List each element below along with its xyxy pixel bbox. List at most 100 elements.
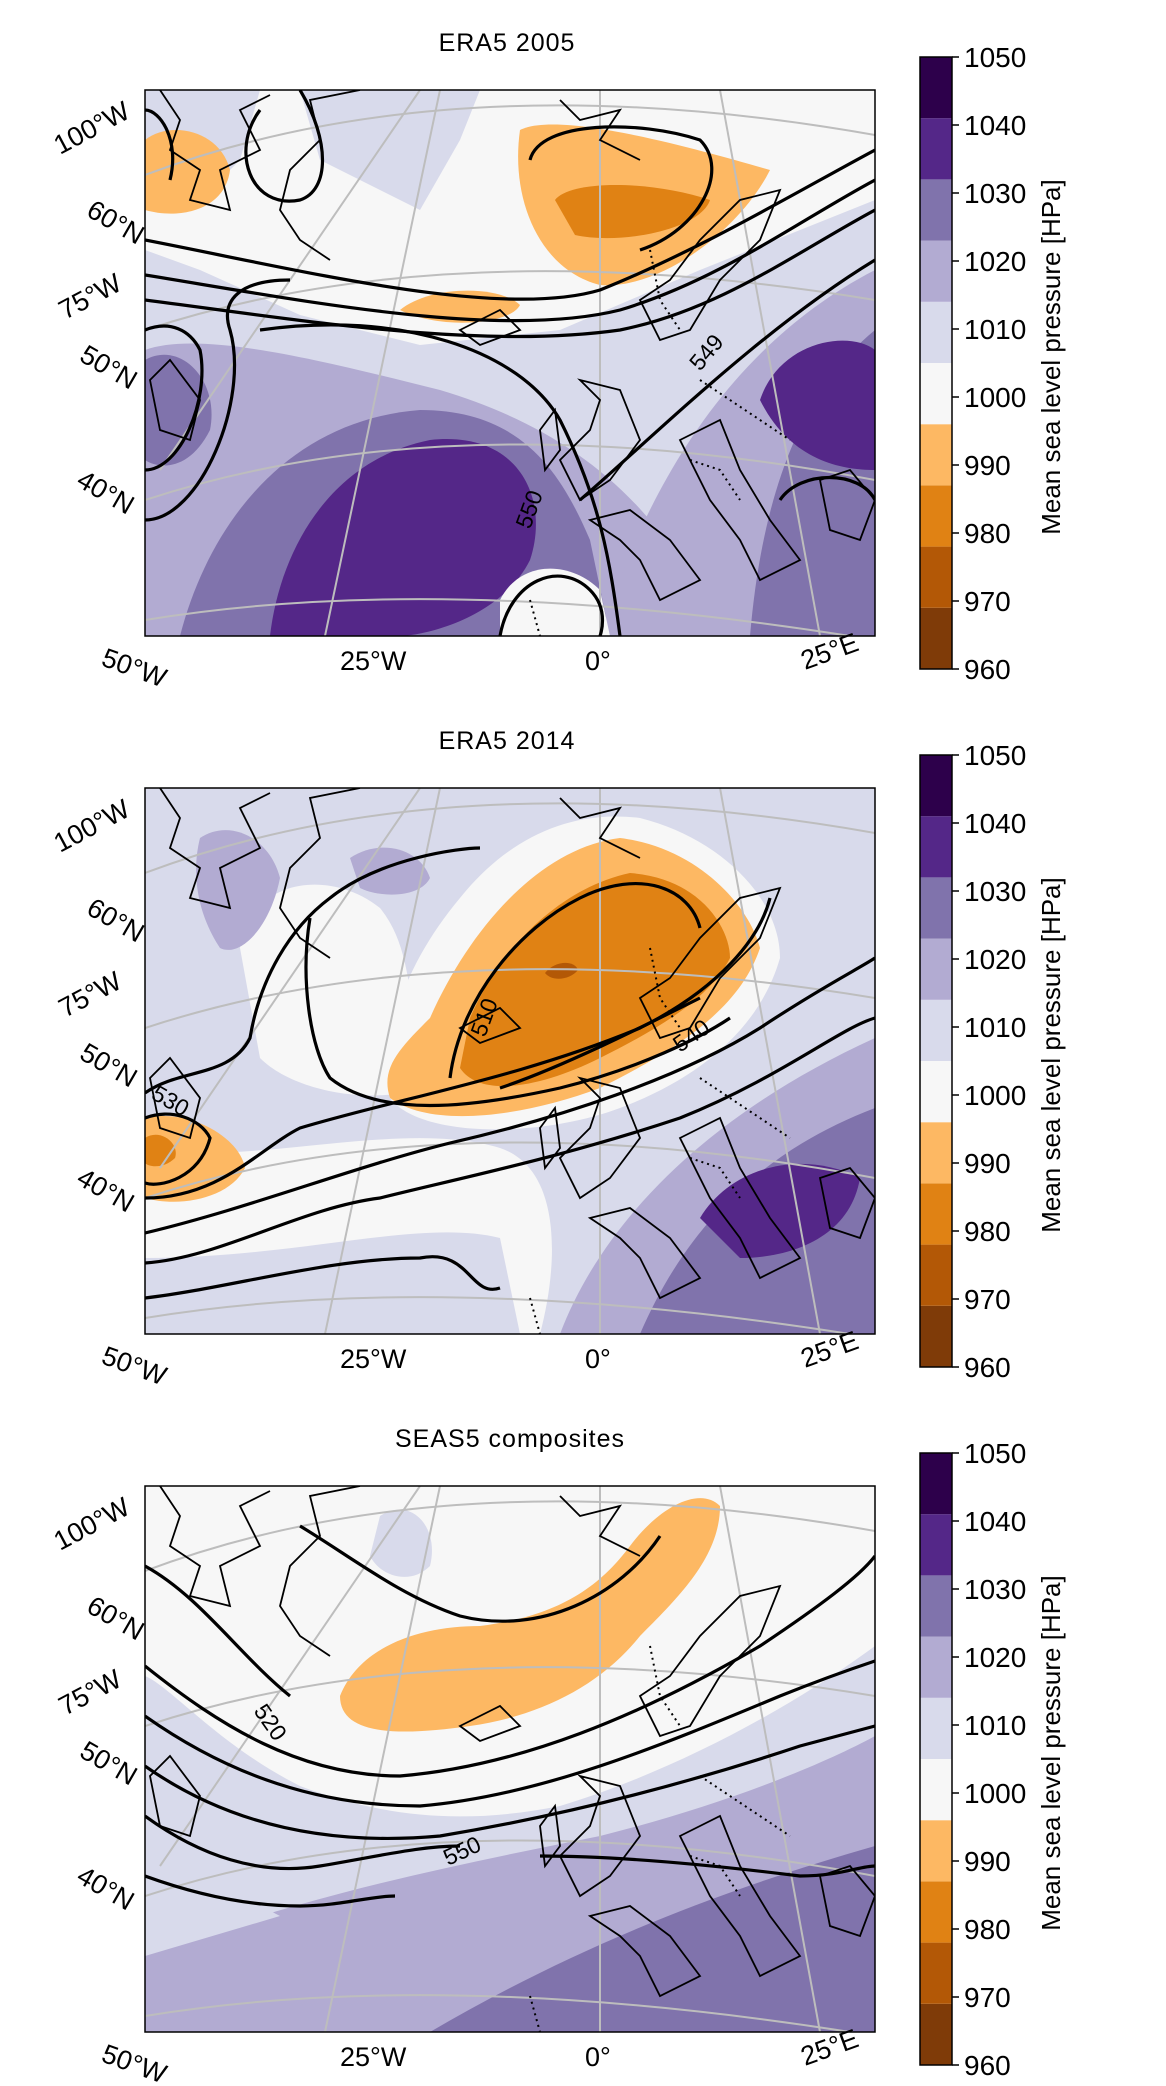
- contour-line: [145, 1659, 875, 1808]
- colorbar-tick-label: 990: [964, 1148, 1011, 1179]
- contour-line: [145, 148, 875, 301]
- colorbar-tick-label: 1030: [964, 876, 1026, 907]
- contour-line: [145, 178, 875, 323]
- chart-title: SEAS5 composites: [395, 1425, 625, 1453]
- colorbar-tick-label: 960: [964, 654, 1011, 685]
- country-borders: [529, 947, 791, 1334]
- contour-line: [499, 996, 701, 1090]
- pressure-fill-990: [145, 130, 230, 214]
- colorbar-label: Mean sea level pressure [HPa]: [1036, 1575, 1066, 1931]
- lat-tick-label: 50°N: [75, 1037, 142, 1093]
- colorbar-tick-label: 990: [964, 1846, 1011, 1877]
- colorbar-swatch-1040: [920, 118, 952, 180]
- map-frame: [144, 1485, 876, 2033]
- pressure-fill-990: [340, 1498, 720, 1732]
- colorbar-swatch-1050: [920, 1453, 952, 1515]
- colorbar-swatch-1040: [920, 1514, 952, 1576]
- contour-line: [145, 108, 175, 181]
- colorbar-swatch-1000: [920, 1061, 952, 1123]
- lat-tick-label: 75°W: [54, 1663, 127, 1721]
- pressure-fill-1020: [196, 830, 280, 950]
- contour-line: [145, 897, 772, 1200]
- colorbar-swatch-1050: [920, 57, 952, 119]
- lat-tick-label: 100°W: [49, 1491, 135, 1556]
- colorbar-tick-label: 1050: [964, 740, 1026, 771]
- colorbar-tick-label: 1000: [964, 1080, 1026, 1111]
- colorbar-swatch-970: [920, 546, 952, 608]
- lat-tick-label: 50°N: [75, 1735, 142, 1791]
- pressure-fill-1010: [370, 1509, 432, 1577]
- lon-tick-label: 25°W: [340, 2042, 407, 2072]
- colorbar-tick-label: 1030: [964, 178, 1026, 209]
- lat-tick-label: 100°W: [49, 793, 135, 858]
- map-area: 549 550: [145, 90, 875, 636]
- colorbar-tick-label: 980: [964, 1914, 1011, 1945]
- map-frame: [144, 787, 876, 1335]
- lat-tick-label: 40°N: [72, 1860, 139, 1916]
- pressure-fill-980: [460, 873, 730, 1087]
- colorbar-tick-label: 1050: [964, 42, 1026, 73]
- contour-line: [528, 125, 714, 252]
- contour-line: [145, 1255, 501, 1300]
- panel-era5-2014: ERA5 2014: [0, 698, 1166, 1388]
- pressure-fill-1010: [300, 90, 480, 210]
- colorbar-tick-label: 1010: [964, 1710, 1026, 1741]
- colorbar-swatch-1030: [920, 877, 952, 939]
- lat-tick-label: 60°N: [82, 892, 149, 948]
- map-area: 510 540 530: [145, 788, 875, 1334]
- colorbar-label: Mean sea level pressure [HPa]: [1036, 877, 1066, 1233]
- pressure-fill-1030: [430, 1846, 875, 2032]
- colorbar-swatch-990: [920, 424, 952, 486]
- chart-title: ERA5 2005: [439, 29, 576, 57]
- colorbar-swatch-990: [920, 1122, 952, 1184]
- coastlines: [149, 1486, 875, 1998]
- geopotential-contours: [145, 90, 875, 636]
- map-frame: [144, 89, 876, 637]
- contour-line: [498, 574, 605, 636]
- lat-tick-label: 60°N: [82, 1590, 149, 1646]
- lon-tick-label: 0°: [585, 1344, 611, 1374]
- colorbar-tick-label: 980: [964, 1216, 1011, 1247]
- graticule: [145, 1486, 875, 2032]
- pressure-fill-980: [145, 1134, 176, 1167]
- contour-line: [145, 324, 204, 472]
- geopotential-contours: [145, 846, 875, 1300]
- colorbar-swatch-980: [920, 485, 952, 547]
- colorbar-swatch-1020: [920, 1636, 952, 1698]
- contour-line: [145, 956, 875, 1235]
- colorbar-swatch-1010: [920, 1697, 952, 1759]
- lon-tick-label: 0°: [585, 2042, 611, 2072]
- colorbar-label: Mean sea level pressure [HPa]: [1036, 179, 1066, 535]
- lon-tick-label: 0°: [585, 646, 611, 676]
- colorbar-swatch-960: [920, 607, 952, 669]
- contour-line: [145, 208, 875, 339]
- pressure-fill-1030: [145, 354, 212, 466]
- colorbar-swatch-1010: [920, 301, 952, 363]
- colorbar-swatch-1020: [920, 240, 952, 302]
- chart-title: ERA5 2014: [439, 727, 576, 755]
- colorbar-frame: [919, 1452, 953, 2066]
- colorbar-swatch-1020: [920, 938, 952, 1000]
- colorbar: 960 970 980 990 1000 1010 1020 1030 1040 1050: [919, 1438, 1026, 2081]
- colorbar-tick-label: 1010: [964, 314, 1026, 345]
- contour-line: [578, 258, 875, 502]
- contour-line: [778, 475, 875, 501]
- contour-line: [145, 1112, 212, 1186]
- colorbar-tick-label: 1040: [964, 110, 1026, 141]
- panel-seas5-composites: SEAS5 composites: [0, 1396, 1166, 2086]
- coastlines: [149, 788, 875, 1300]
- colorbar-swatch-990: [920, 1820, 952, 1882]
- map-svg: ERA5 2014: [49, 727, 1066, 1388]
- contour-line: [145, 278, 291, 522]
- colorbar-swatch-980: [920, 1881, 952, 1943]
- lon-tick-label: 25°W: [340, 646, 407, 676]
- colorbar-swatch-1050: [920, 755, 952, 817]
- colorbar-swatch-970: [920, 1942, 952, 2004]
- colorbar-tick-label: 980: [964, 518, 1011, 549]
- contour-line: [145, 1016, 875, 1265]
- colorbar-tick-label: 1050: [964, 1438, 1026, 1469]
- colorbar-swatch-1030: [920, 179, 952, 241]
- contour-line: [145, 1555, 875, 1778]
- contour-line: [448, 882, 702, 1079]
- colorbar-tick-label: 990: [964, 450, 1011, 481]
